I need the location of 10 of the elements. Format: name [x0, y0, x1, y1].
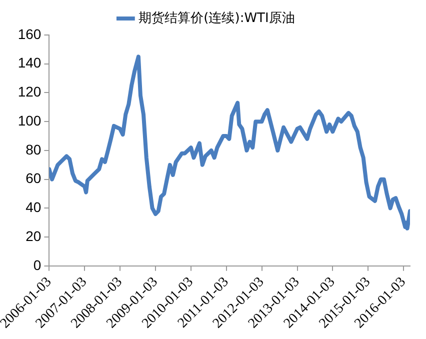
y-tick-label: 120: [18, 84, 42, 100]
y-tick-label: 0: [33, 256, 42, 273]
y-tick-label: 160: [18, 26, 42, 42]
y-tick-label: 140: [18, 54, 42, 71]
y-tick-label: 40: [26, 199, 42, 216]
y-tick-label: 60: [26, 170, 42, 186]
legend-label: 期货结算价(连续):WTI原油: [138, 10, 295, 26]
y-tick-label: 80: [26, 141, 42, 158]
y-tick-label: 100: [18, 112, 42, 128]
y-tick-label: 20: [26, 228, 42, 244]
